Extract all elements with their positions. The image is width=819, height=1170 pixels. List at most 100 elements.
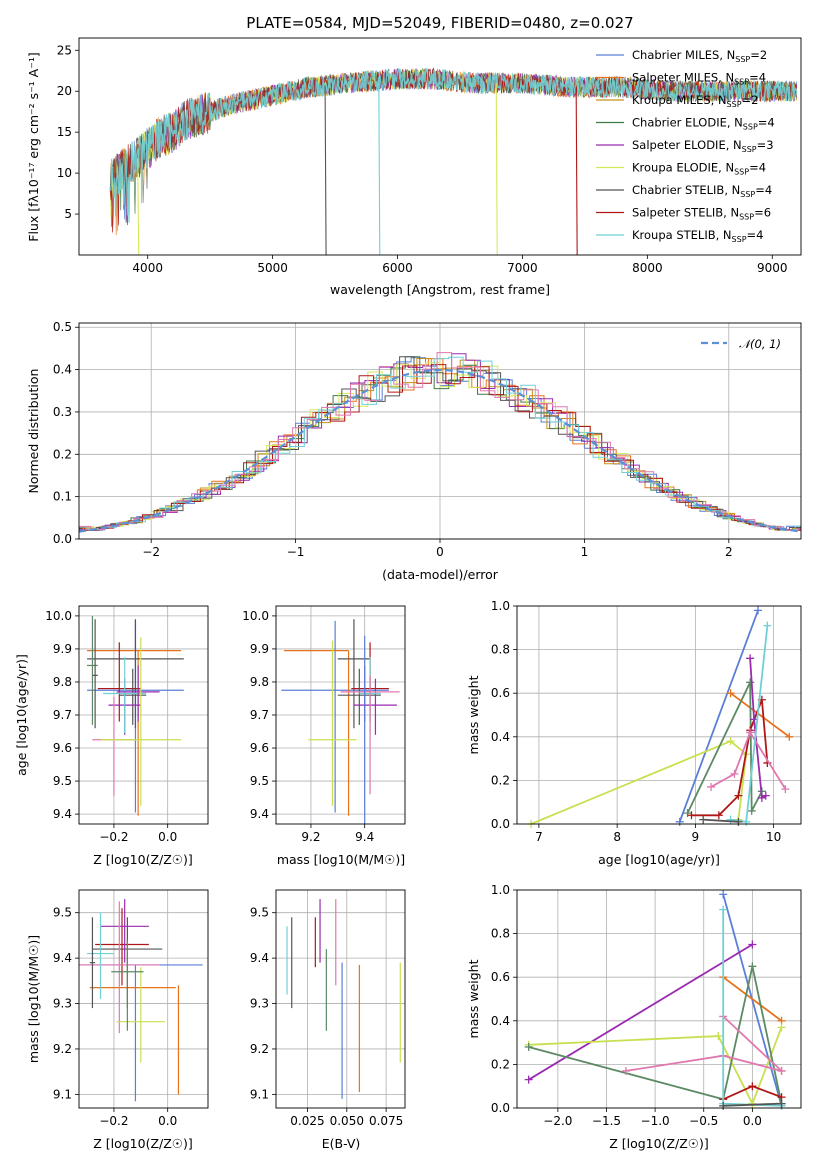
y-tick-label: 9.3 [53,997,72,1011]
x-tick-label: 0.0 [158,830,177,844]
weight-point-marker [524,1075,533,1084]
y-tick-label: 9.5 [53,906,72,920]
y-tick-label: 9.2 [53,1042,72,1056]
y-tick-label: 9.5 [53,774,72,788]
weight-point-marker [777,1023,786,1032]
x-tick-label: −1 [287,545,305,559]
x-tick-label: 0.0 [158,1114,177,1128]
legend-label: Kroupa STELIB, NSSP=4 [632,228,763,244]
weight-point-marker [675,817,684,826]
weight-point-marker [781,785,790,794]
weight-point-marker [747,806,756,815]
weight-z-ylabel: mass weight [466,959,481,1038]
legend-label: Salpeter STELIB, NSSP=6 [632,206,771,222]
spectrum-dropout [575,87,578,255]
spectrum-ylabel: Flux [fλ10⁻¹⁷ erg cm⁻² s⁻¹ A⁻¹] [26,52,41,241]
y-tick-label: 0.2 [491,773,510,787]
y-tick-label: 9.4 [53,951,72,965]
spectrum-dropout [324,85,327,255]
weight-series-line [528,1026,783,1106]
legend-label: Salpeter ELODIE, NSSP=3 [632,138,774,154]
age-z-ylabel: age [log10(age/yr)] [14,654,29,776]
y-tick-label: 15 [57,125,72,139]
y-tick-label: 1.0 [491,599,510,613]
x-tick-label: 9 [692,830,700,844]
spectrum-title: PLATE=0584, MJD=52049, FIBERID=0480, z=0… [246,14,633,32]
x-tick-label: −0.2 [99,1114,128,1128]
weight-point-marker [748,1099,757,1108]
spectrum-dropout [495,83,498,255]
weight-point-marker [719,905,728,914]
y-tick-label: 9.4 [53,807,72,821]
legend-label: Kroupa MILES, NSSP=2 [632,93,758,109]
y-tick-label: 0.8 [491,643,510,657]
y-tick-label: 10.0 [242,609,269,623]
x-tick-label: 0.075 [369,1114,403,1128]
weight-series-line [686,681,763,814]
mass-z-ylabel: mass [log10(M/M☉)] [26,935,41,1063]
weight-series-line [723,1102,782,1107]
y-tick-label: 9.8 [250,675,269,689]
y-tick-label: 9.7 [53,708,72,722]
axes-frame [275,605,406,825]
weight-point-marker [763,621,772,630]
weight-point-marker [748,940,757,949]
x-tick-label: −1.0 [641,1114,670,1128]
x-tick-label: 8000 [632,261,663,275]
weight-point-marker [726,689,735,698]
spectrum-panel: PLATE=0584, MJD=52049, FIBERID=0480, z=0… [26,14,802,297]
x-tick-label: 2 [725,545,733,559]
y-tick-label: 0.2 [491,1057,510,1071]
x-tick-label: −0.2 [99,830,128,844]
weight-point-marker [726,815,735,824]
x-tick-label: −2 [142,545,160,559]
weight-point-marker [734,791,743,800]
x-tick-label: 8 [613,830,621,844]
mass-ebv-xlabel: E(B-V) [322,1136,361,1151]
weight-point-marker [730,769,739,778]
y-tick-label: 9.7 [250,708,269,722]
x-tick-label: 10 [766,830,781,844]
weight-series-line [678,610,759,823]
axes-frame [78,605,209,825]
weight-point-marker [746,728,755,737]
y-tick-label: 0.2 [53,447,72,461]
x-tick-label: 0.050 [330,1114,364,1128]
x-tick-label: 4000 [132,261,163,275]
x-tick-label: 9.4 [355,830,374,844]
y-tick-label: 9.5 [250,906,269,920]
y-tick-label: 0.5 [53,320,72,334]
mass-vs-ebv-panel: E(B-V) 0.025 0.050 0.075 9.1 9.2 9.3 9.4 9.5 [250,889,406,1151]
y-tick-label: 9.5 [250,774,269,788]
weight-series-line [722,976,783,1022]
weight-vs-metallicity-panel: mass weight Z [log10(Z/Z☉)] −2.0 −1.5 −1.0… [466,883,802,1151]
axes-frame [516,889,802,1109]
x-tick-label: 9000 [757,261,788,275]
weight-point-marker [621,1066,630,1075]
y-tick-label: 9.8 [53,675,72,689]
axes-frame [78,889,209,1109]
axes-frame [275,889,406,1109]
weight-point-marker [714,811,723,820]
weight-age-ylabel: mass weight [466,675,481,754]
x-tick-label: 7 [535,830,543,844]
age-z-xlabel: Z [log10(Z/Z☉)] [93,852,193,867]
weight-age-xlabel: age [log10(age/yr)] [598,852,720,867]
y-tick-label: 9.4 [250,951,269,965]
y-tick-label: 9.3 [250,997,269,1011]
spectrum-series-line [109,68,797,210]
y-tick-label: 0.0 [491,1101,510,1115]
legend-label: 𝒩(0, 1) [739,337,781,351]
weight-point-marker [777,1099,786,1108]
legend-label: Chabrier ELODIE, NSSP=4 [632,116,775,132]
axes-frame [78,322,802,540]
spectrum-series-line [109,67,798,223]
x-tick-label: 1 [581,545,589,559]
x-tick-label: 6000 [382,261,413,275]
y-tick-label: 9.6 [53,741,72,755]
mass-z-xlabel: Z [log10(Z/Z☉)] [93,1136,193,1151]
y-tick-label: 0.0 [53,532,72,546]
weight-series-line [530,740,748,824]
x-tick-label: 5000 [257,261,288,275]
